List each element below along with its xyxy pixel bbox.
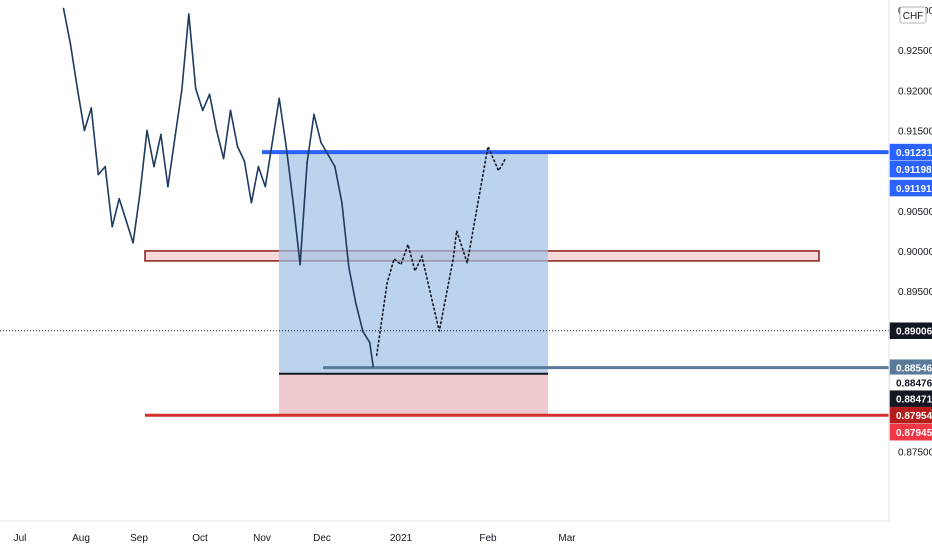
price-point-14 [160,133,162,136]
price-tag-label: 0.88546 [896,364,932,375]
price-point-33 [292,201,294,204]
price-point-42 [355,302,357,304]
x-tick-label: Feb [479,533,497,544]
price-point-30 [271,141,274,144]
price-layer [62,7,375,368]
price-point-43 [361,330,364,333]
x-tick-label: Sep [130,533,148,544]
price-point-9 [125,219,127,222]
y-tick-label: 0.90000 [898,247,932,258]
price-tag-box [889,160,932,178]
x-tick-label: Mar [558,533,576,544]
x-tick-label: 2021 [390,533,413,544]
price-tags-layer: 0.91231 0.91198 0.91191 0.89006 0.88546 0.884… [889,143,932,441]
currency-label: CHF [903,11,924,22]
price-point-12 [146,129,148,132]
price-point-26 [243,160,246,162]
x-tick-label: Aug [72,533,90,544]
price-point-10 [132,242,134,244]
projection-path [375,143,507,357]
price-point-2 [76,87,79,90]
projection-layer [375,143,507,357]
price-point-41 [348,266,350,268]
price-point-29 [264,185,267,188]
price-point-4 [90,107,93,109]
price-point-34 [299,263,301,266]
price-point-11 [139,192,141,194]
price-point-6 [104,165,107,168]
price-point-37 [320,141,322,144]
price-point-15 [167,185,169,188]
target-zone [279,152,548,374]
y-tick-label: 0.90500 [898,207,932,218]
price-tag-box [889,322,932,339]
price-point-24 [229,109,232,112]
stop-zone [279,373,548,416]
price-tag-box [889,143,932,161]
price-point-45 [372,365,375,368]
currency-badge-box [899,6,927,24]
price-tag-label: 0.87945 [896,428,932,439]
price-point-16 [174,137,176,140]
price-tag-label: 0.87954 [896,411,932,422]
price-tag-box [889,406,932,424]
price-tag-label: 0.88476 [896,379,932,390]
price-tag-box [889,423,932,441]
price-point-18 [187,13,190,15]
time-axis[interactable]: Jul Aug Sep Oct Nov Dec 2021 Feb Mar [14,533,577,544]
price-tag-box [889,179,932,197]
zones-layer [144,152,820,416]
price-point-39 [334,165,336,168]
y-tick-label: 0.92500 [898,46,932,57]
price-point-36 [313,113,315,116]
price-tag-label: 0.91198 [896,165,932,176]
x-tick-label: Jul [14,533,27,544]
price-point-40 [341,201,343,204]
price-point-1 [69,42,72,45]
currency-badge[interactable]: CHF [899,6,927,24]
price-point-35 [306,161,308,164]
y-tick-label: 0.91500 [898,126,932,137]
price-point-23 [222,157,225,160]
price-point-3 [83,129,86,132]
price-point-20 [201,109,204,112]
price-point-28 [257,165,260,168]
price-tag-label: 0.88471 [896,395,932,406]
x-tick-label: Dec [313,533,331,544]
price-point-38 [327,153,329,156]
price-point-17 [181,89,183,92]
price-point-13 [153,165,155,168]
price-point-22 [215,129,218,132]
price-tag-label: 0.91191 [896,184,932,195]
y-tick-label: 0.89500 [898,287,932,298]
price-point-19 [194,87,197,90]
price-point-27 [250,201,253,204]
price-point-44 [368,341,371,344]
x-tick-label: Nov [253,533,271,544]
price-point-7 [111,226,113,228]
price-point-31 [278,97,281,100]
price-tag-box [889,390,932,407]
price-tag-label: 0.89006 [896,327,932,338]
price-point-5 [97,173,100,176]
levels-layer [0,150,889,417]
price-tag-label: 0.91231 [896,148,932,159]
price-series-line-0 [62,8,374,367]
y-tick-label: 0.92000 [898,86,932,97]
price-point-32 [285,145,288,148]
price-point-8 [118,197,120,200]
x-tick-label: Oct [192,533,208,544]
price-point-0 [62,7,65,10]
price-point-21 [208,93,211,96]
price-point-25 [236,145,239,148]
y-tick-label: 0.87500 [898,448,932,459]
